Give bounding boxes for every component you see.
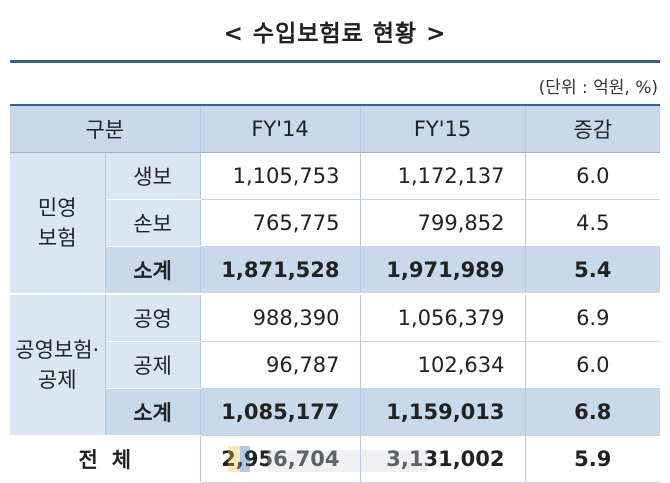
header-fy15: FY'15: [360, 104, 526, 153]
unit-note: (단위 : 억원, %): [538, 78, 658, 98]
group-label-line1: 민영: [37, 195, 77, 220]
cell-fy14: 988,390: [200, 293, 361, 342]
cell-fy15: 1,971,989: [360, 246, 526, 295]
cell-fy14: 1,871,528: [200, 246, 361, 295]
group-label-public: 공영보험· 공제: [10, 293, 106, 436]
cell-fy15: 102,634: [360, 341, 526, 389]
row-label: 공영: [105, 293, 201, 342]
top-rule: [10, 60, 660, 63]
watermark-mark: [228, 446, 240, 472]
premium-table: 구분 FY'14 FY'15 증감 민영 보험 생보 1,105,753 1,1…: [10, 104, 661, 483]
table-row: 손보 765,775 799,852 4.5: [10, 199, 661, 247]
header-row: 구분 FY'14 FY'15 증감: [10, 104, 661, 153]
cell-fy14: 96,787: [200, 341, 361, 389]
cell-fy14: 1,105,753: [200, 152, 361, 200]
watermark-mark: [240, 446, 250, 472]
row-label: 생보: [105, 152, 201, 200]
row-label: 소계: [105, 388, 201, 436]
table-title: < 수입보험료 현황 >: [223, 21, 447, 47]
row-label: 공제: [105, 341, 201, 389]
header-fy14: FY'14: [200, 104, 361, 153]
group-label-line2: 공제: [37, 368, 77, 392]
table-row: 공제 96,787 102,634 6.0: [10, 341, 661, 389]
row-label: 소계: [105, 246, 201, 295]
cell-fy15: 1,172,137: [360, 152, 526, 200]
group-label-line1: 공영보험·: [15, 337, 100, 362]
total-label: 전체: [10, 435, 201, 483]
cell-fy14: 1,085,177: [200, 388, 361, 436]
cell-fy14: 765,775: [200, 199, 361, 247]
header-category: 구분: [10, 104, 201, 153]
cell-change: 6.9: [525, 293, 661, 342]
cell-change: 6.0: [525, 152, 661, 200]
cell-fy15: 1,056,379: [360, 293, 526, 342]
subtotal-row: 소계 1,085,177 1,159,013 6.8: [10, 388, 661, 436]
header-change: 증감: [525, 104, 661, 153]
cell-fy15: 1,159,013: [360, 388, 526, 436]
group-label-private: 민영 보험: [10, 152, 106, 295]
cell-change: 6.0: [525, 341, 661, 389]
total-change: 5.9: [525, 435, 661, 483]
cell-change: 6.8: [525, 388, 661, 436]
group-label-line2: 보험: [37, 226, 77, 250]
row-label: 손보: [105, 199, 201, 247]
table-row: 공영보험· 공제 공영 988,390 1,056,379 6.9: [10, 293, 661, 436]
cell-change: 4.5: [525, 199, 661, 247]
cell-fy15: 799,852: [360, 199, 526, 247]
cell-change: 5.4: [525, 246, 661, 295]
watermark-text-shape: [268, 450, 428, 472]
watermark-logo: [228, 446, 428, 472]
table-row: 민영 보험 생보 1,105,753 1,172,137 6.0: [10, 152, 661, 295]
subtotal-row: 소계 1,871,528 1,971,989 5.4: [10, 246, 661, 295]
